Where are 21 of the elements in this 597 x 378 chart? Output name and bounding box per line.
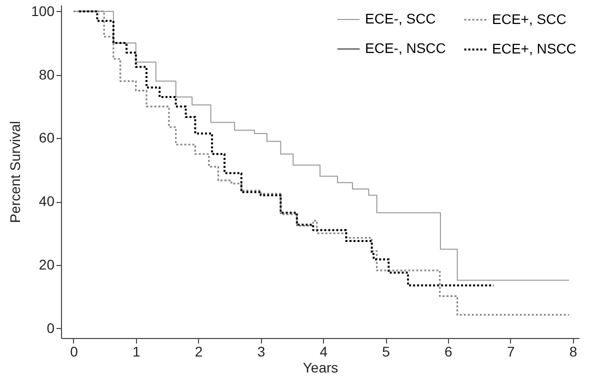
x-tick-label: 8 — [569, 344, 578, 360]
y-tick-label: 80 — [38, 66, 55, 82]
x-axis-title: Years — [302, 360, 338, 376]
x-tick-label: 3 — [257, 344, 266, 360]
legend-label: ECE-, NSCC — [365, 40, 446, 56]
y-tick-label: 60 — [38, 130, 55, 146]
y-tick-label: 0 — [46, 320, 55, 336]
y-tick-label: 40 — [38, 193, 55, 210]
x-tick-label: 7 — [506, 344, 515, 360]
legend-label: ECE+, SCC — [492, 10, 566, 27]
x-tick-label: 5 — [382, 344, 390, 360]
x-tick-label: 6 — [444, 344, 453, 360]
x-tick-label: 0 — [70, 344, 78, 360]
x-tick-label: 2 — [194, 344, 203, 360]
y-tick-label: 20 — [38, 256, 55, 273]
x-tick-label: 1 — [132, 344, 140, 360]
y-axis-title: Percent Survival — [7, 121, 24, 223]
legend-label: ECE-, SCC — [365, 10, 436, 26]
x-tick-label: 4 — [320, 344, 328, 360]
y-tick-label: 100 — [31, 2, 55, 19]
legend-label: ECE+, NSCC — [492, 40, 576, 56]
